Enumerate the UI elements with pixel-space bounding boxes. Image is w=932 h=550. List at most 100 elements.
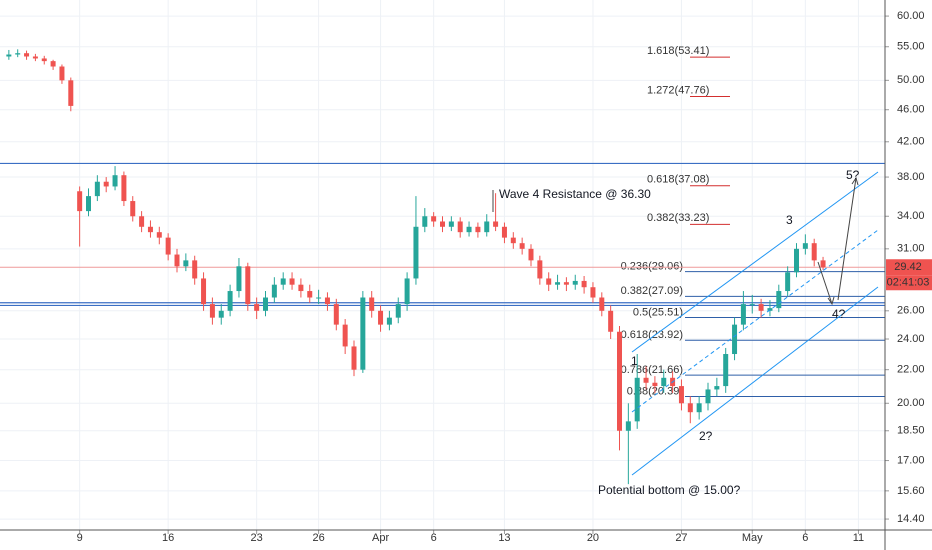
candle-body <box>466 226 472 233</box>
candle-body <box>758 304 764 311</box>
fib-label: 0.5(25.51) <box>633 306 683 318</box>
candle-body <box>386 317 392 325</box>
candle-body <box>263 297 268 311</box>
candle-body <box>298 284 304 292</box>
channel-lower <box>631 286 879 476</box>
candle-body <box>475 226 481 233</box>
candle-body <box>617 331 622 431</box>
arrow-head <box>851 176 859 186</box>
candle-body <box>705 389 711 404</box>
y-tick-label: 31.00 <box>897 243 925 255</box>
price-badge <box>886 259 932 276</box>
x-tick-label: 6 <box>431 532 437 544</box>
candle-body <box>740 304 746 325</box>
candle-body <box>563 282 569 285</box>
candle-body <box>493 221 499 227</box>
x-tick-label: 20 <box>587 532 599 544</box>
candle-body <box>581 280 587 288</box>
y-tick-label: 26.00 <box>897 305 925 317</box>
fib-label: 0.382(33.23) <box>647 212 709 224</box>
x-tick-label: 26 <box>312 532 324 544</box>
arrow <box>817 261 833 305</box>
y-tick-label: 38.00 <box>897 171 925 183</box>
wave-label: 5? <box>846 168 860 182</box>
candle-body <box>209 304 215 318</box>
wave-label: 4? <box>832 307 846 321</box>
candle-body <box>147 226 153 233</box>
y-tick-label: 20.00 <box>897 397 925 409</box>
candle-body <box>794 248 799 273</box>
candle-body <box>528 248 534 261</box>
fib-label: 1.618(53.41) <box>647 45 709 57</box>
y-tick-label: 15.60 <box>897 485 925 497</box>
countdown-badge <box>886 275 932 291</box>
candle-body <box>130 201 136 217</box>
candle-body <box>369 297 375 311</box>
candle-body <box>227 291 233 311</box>
fib-label: 0.618(37.08) <box>647 174 709 186</box>
candle-body <box>661 377 667 387</box>
candle-body <box>59 66 65 81</box>
candle-body <box>307 291 313 298</box>
channel-middle <box>631 229 879 413</box>
candle-body <box>32 56 38 59</box>
candle-body <box>652 382 658 387</box>
candle-body <box>165 237 171 255</box>
candle-body <box>192 260 198 279</box>
projection <box>492 176 859 306</box>
candle-body <box>15 53 21 55</box>
candle-body <box>174 254 180 267</box>
x-tick-label: 13 <box>498 532 510 544</box>
candle-body <box>245 266 251 305</box>
candle-body <box>24 53 30 57</box>
candle-body <box>254 304 260 311</box>
candle-body <box>271 284 277 298</box>
candle-body <box>431 216 437 222</box>
y-tick-label: 46.00 <box>897 104 925 116</box>
candle-body <box>696 403 702 413</box>
candle-body <box>572 280 578 285</box>
candle-body <box>802 243 808 249</box>
candles <box>6 49 826 485</box>
candle-body <box>820 260 826 268</box>
candle-body <box>440 221 445 227</box>
candle-body <box>156 232 162 238</box>
candle-body <box>484 221 490 233</box>
candle-body <box>785 272 791 292</box>
candle-body <box>723 354 729 387</box>
wave-label: 3 <box>786 213 793 227</box>
candle-body <box>776 291 782 309</box>
y-tick-label: 17.00 <box>897 454 925 466</box>
candle-body <box>68 80 74 106</box>
candle-body <box>634 377 640 422</box>
candle-body <box>360 297 366 370</box>
candle-body <box>6 54 12 57</box>
y-tick-label: 60.00 <box>897 10 925 22</box>
candle-body <box>714 386 720 390</box>
candle-body <box>519 243 525 249</box>
candle-body <box>643 377 649 383</box>
candle-body <box>201 278 207 305</box>
arrow <box>837 177 857 301</box>
candle-body <box>590 287 596 298</box>
candle-body <box>678 386 684 404</box>
candle-body <box>41 58 47 62</box>
candle-body <box>324 297 330 305</box>
candle-body <box>139 216 145 227</box>
fib-label: 0.382(27.09) <box>621 285 683 297</box>
x-tick-label: 11 <box>853 532 864 544</box>
fib-label: 0.236(29.06) <box>621 261 683 273</box>
y-tick-label: 55.00 <box>897 41 925 53</box>
candle-body <box>811 243 817 261</box>
x-tick-label: May <box>742 532 763 544</box>
candle-body <box>218 310 224 318</box>
x-tick-label: 16 <box>162 532 174 544</box>
x-tick-label: Apr <box>372 532 389 544</box>
wave-label: 1 <box>631 354 638 368</box>
wave-label: 2? <box>699 429 713 443</box>
y-tick-label: 14.40 <box>897 513 925 525</box>
candle-body <box>448 221 454 227</box>
candle-body <box>413 226 419 279</box>
